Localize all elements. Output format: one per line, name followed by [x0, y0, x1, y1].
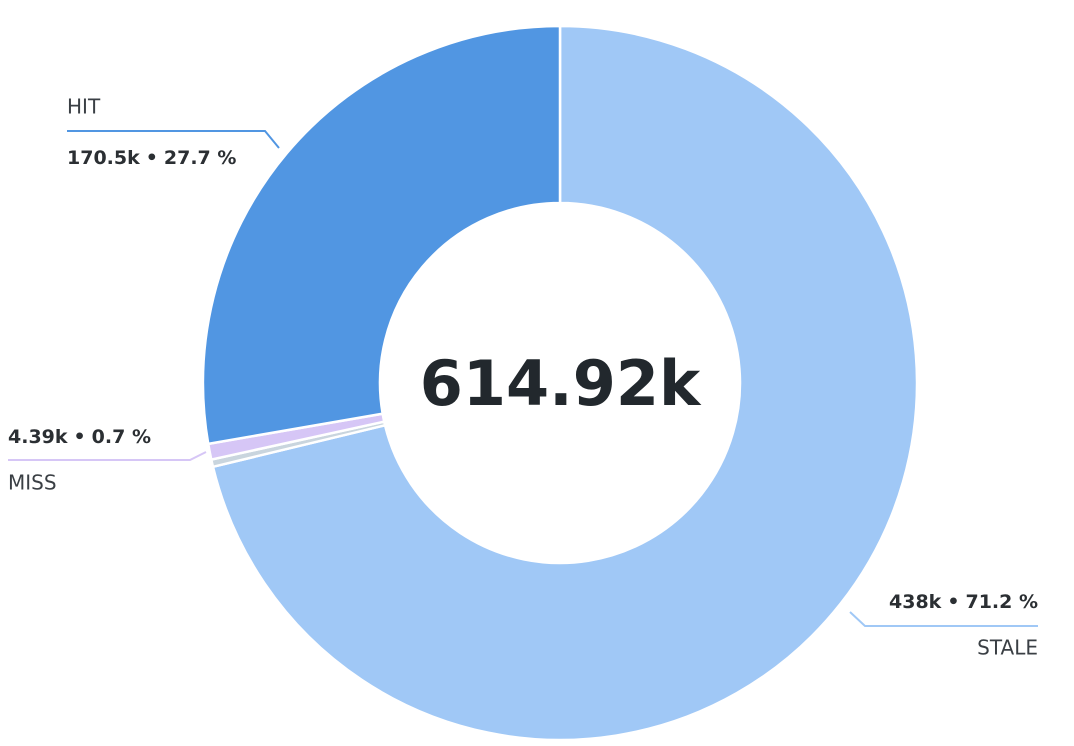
slice-label: 4.39k • 0.7 % — [8, 426, 151, 448]
separator: • — [74, 426, 86, 448]
leader-line — [67, 130, 280, 149]
slices — [201, 24, 919, 742]
category-label: MISS — [8, 471, 57, 495]
slice — [201, 24, 562, 446]
leader-line — [8, 451, 207, 461]
category-label: HIT — [67, 95, 101, 119]
value-label: 4.39k — [8, 426, 68, 448]
percent-label: 71.2 % — [965, 591, 1038, 613]
total-label: 614.92k — [420, 347, 702, 420]
slice — [211, 24, 919, 742]
value-label: 170.5k — [67, 147, 140, 169]
value-label: 438k — [889, 591, 942, 613]
category-label: STALE — [977, 636, 1038, 660]
separator: • — [947, 591, 959, 613]
slice-label: 438k • 71.2 % — [889, 591, 1038, 613]
slice-label: 170.5k • 27.7 % — [67, 147, 236, 169]
separator: • — [146, 147, 158, 169]
percent-label: 0.7 % — [92, 426, 151, 448]
percent-label: 27.7 % — [164, 147, 237, 169]
leader-line — [849, 611, 1038, 627]
